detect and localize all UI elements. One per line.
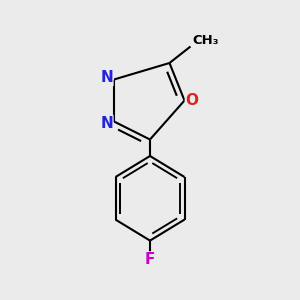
Text: F: F <box>145 252 155 267</box>
Text: CH₃: CH₃ <box>192 34 219 47</box>
Text: N: N <box>100 116 113 130</box>
Text: O: O <box>185 93 199 108</box>
Text: N: N <box>100 70 113 86</box>
